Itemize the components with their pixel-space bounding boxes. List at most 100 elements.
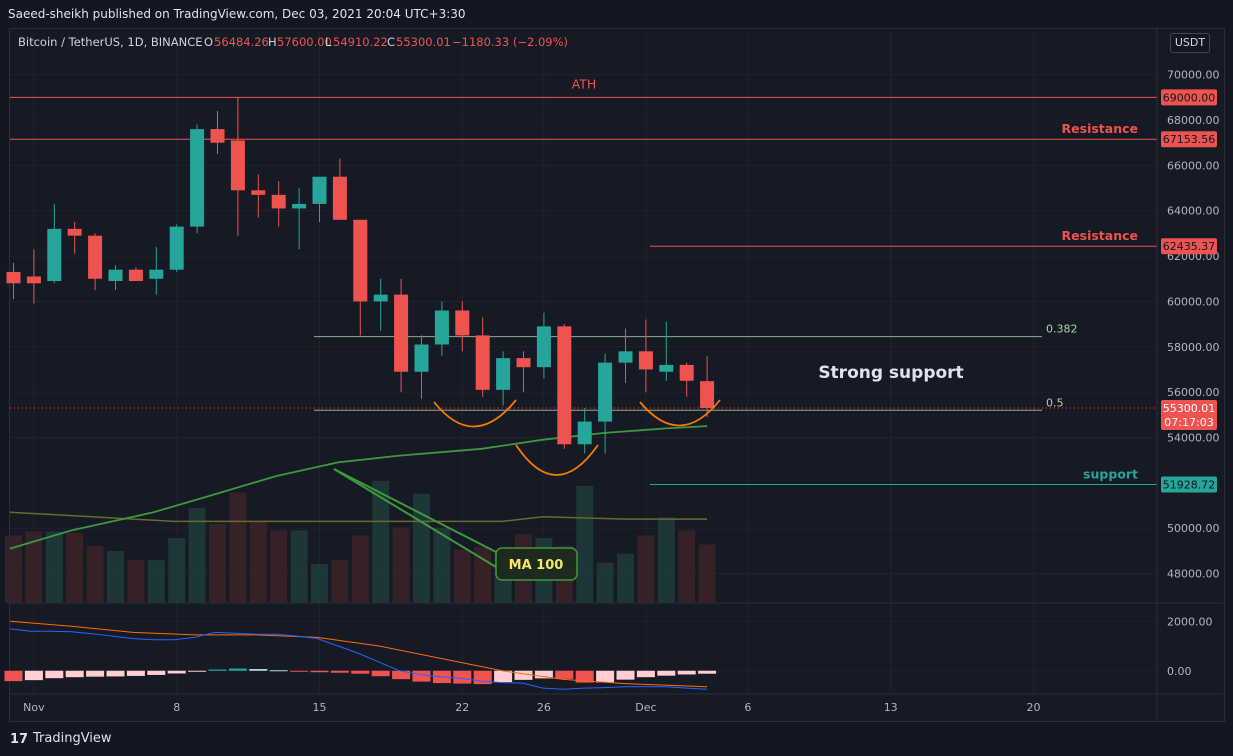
candle-body — [516, 358, 531, 368]
price-tick-label: 48000.00 — [1167, 568, 1220, 581]
price-tick-label: 60000.00 — [1167, 295, 1220, 308]
level-price-tag-text: 67153.56 — [1163, 133, 1216, 146]
time-tick-label: 26 — [537, 701, 551, 714]
macd-hist-bar — [677, 670, 696, 675]
price-tick-label: 70000.00 — [1167, 69, 1220, 82]
open-label: O — [204, 35, 213, 49]
horizontal-levels: ATH Resistance Resistance support 0.382 0.5 — [10, 76, 1157, 485]
candle-body — [190, 129, 205, 227]
macd-hist-bar — [65, 670, 84, 678]
annotations: MA 100 Strong support — [333, 363, 964, 581]
tradingview-brand[interactable]: TradingView — [33, 731, 112, 746]
candle-body — [557, 326, 572, 445]
high-value: 57600.00 — [277, 35, 332, 49]
volume-bar — [576, 486, 594, 603]
time-axis: Nov 8 15 22 26 Dec 6 13 20 — [23, 701, 1040, 714]
macd-hist-bar — [188, 670, 207, 672]
level-price-tag — [1161, 89, 1217, 106]
candle-body — [577, 421, 592, 445]
macd-hist-bar — [698, 670, 717, 674]
high-label: H — [268, 35, 277, 49]
volume-bar — [127, 560, 145, 603]
level-price-tag — [1161, 476, 1217, 493]
candle-body — [251, 190, 266, 195]
current-price-tag — [1161, 399, 1217, 430]
level-price-tag-text: 62435.37 — [1163, 240, 1216, 253]
macd-hist-bar — [126, 670, 145, 676]
fib-label: 0.5 — [1046, 396, 1064, 409]
macd-hist-bar — [514, 670, 533, 680]
candle-body — [149, 269, 164, 279]
macd-line — [9, 628, 708, 690]
symbol-name: Bitcoin / TetherUS, 1D, BINANCE — [18, 35, 203, 49]
volume-bar — [147, 560, 165, 603]
footer: 17 TradingView — [0, 724, 1233, 756]
volume-bar — [351, 535, 369, 603]
low-value: 54910.22 — [333, 35, 388, 49]
fib-label: 0.382 — [1046, 323, 1078, 336]
candle-body — [210, 129, 225, 143]
volume-bar — [270, 530, 288, 603]
candle-body — [292, 203, 307, 209]
support-curve-right — [639, 399, 721, 427]
chart-frame[interactable] — [9, 28, 1225, 722]
ma-pointer-line — [333, 468, 497, 553]
volume-bar — [453, 549, 471, 603]
ma-pointer-line — [333, 468, 497, 568]
candle-body — [618, 351, 633, 363]
macd-hist-bar — [4, 670, 23, 682]
support-curve-left — [433, 399, 517, 428]
level-label: ATH — [572, 76, 597, 91]
candle-body — [169, 226, 184, 270]
volume-bar — [331, 560, 349, 603]
volume-bar — [107, 551, 124, 603]
time-tick-label: Dec — [635, 701, 656, 714]
symbol-legend: Bitcoin / TetherUS, 1D, BINANCE O 56484.… — [18, 35, 568, 49]
candle-body — [394, 294, 409, 372]
macd-hist-bar — [371, 670, 390, 677]
macd-hist-bar — [412, 670, 431, 682]
macd-hist-bar — [24, 670, 43, 681]
macd-panel — [4, 620, 717, 690]
macd-hist-bar — [330, 670, 349, 673]
candle-body — [373, 294, 388, 302]
macd-hist-bar — [269, 670, 288, 672]
volume-bar — [249, 521, 267, 603]
candle-body — [26, 276, 41, 284]
change-value: −1180.33 (−2.09%) — [452, 35, 568, 49]
candle-body — [434, 310, 449, 345]
macd-hist-bar — [657, 670, 676, 676]
volume-bar — [698, 544, 716, 603]
volume-bar — [657, 517, 675, 603]
volume-bar — [678, 530, 696, 603]
candle-body — [312, 176, 327, 204]
candle-body — [271, 194, 286, 209]
candle-body — [496, 358, 511, 390]
candle-body — [67, 228, 82, 236]
candle-body — [659, 364, 674, 372]
level-price-tag-text: 51928.72 — [1163, 478, 1216, 491]
level-label: Resistance — [1062, 121, 1138, 136]
candle-body — [455, 310, 470, 336]
macd-hist-bar — [616, 670, 635, 680]
price-tick-label: 50000.00 — [1167, 522, 1220, 535]
level-price-tag — [1161, 131, 1217, 148]
publisher-bar: Saeed-sheikh published on TradingView.co… — [0, 0, 1233, 28]
candle-body — [47, 228, 62, 282]
publisher-text: Saeed-sheikh published on TradingView.co… — [8, 7, 466, 21]
currency-button[interactable]: USDT — [1170, 33, 1210, 53]
macd-hist-bar — [147, 670, 166, 675]
volume-bar — [229, 492, 247, 603]
volume-bar — [311, 564, 328, 603]
time-tick-label: 22 — [455, 701, 469, 714]
tradingview-logo-icon[interactable]: 17 — [10, 732, 29, 747]
chart-canvas[interactable]: ATH Resistance Resistance support 0.382 0.5 M… — [0, 0, 1233, 724]
macd-signal-line — [9, 620, 708, 688]
moving-averages — [9, 425, 708, 550]
candle-body — [128, 269, 143, 282]
price-tick-label: 68000.00 — [1167, 114, 1220, 127]
price-tick-label: 58000.00 — [1167, 341, 1220, 354]
volume-bar — [637, 535, 655, 603]
volume-bars — [5, 480, 716, 603]
volume-bar — [209, 523, 226, 603]
